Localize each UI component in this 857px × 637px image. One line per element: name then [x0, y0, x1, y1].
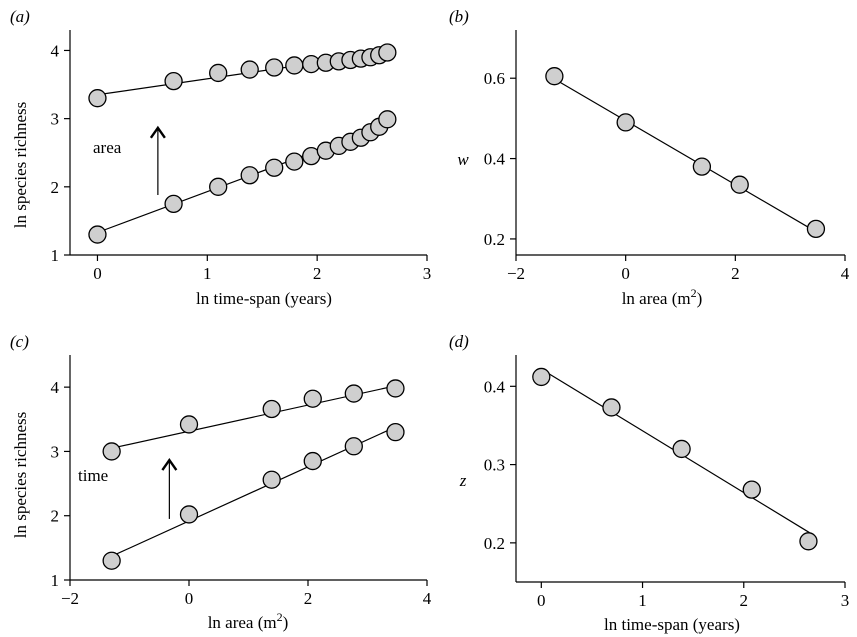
- data-point-d: [799, 532, 818, 551]
- y-tick-label-d: 0.2: [484, 534, 505, 553]
- data-point-c: [386, 422, 405, 442]
- data-point-c: [179, 415, 199, 434]
- x-tick-label-c: 4: [423, 589, 432, 608]
- x-tick-label-d: 3: [841, 591, 850, 610]
- data-point-a: [164, 194, 183, 214]
- data-point-a: [378, 110, 397, 129]
- x-axis-label-c: ln area (m2): [208, 610, 289, 632]
- y-tick-label-b: 0.2: [484, 230, 505, 249]
- x-tick-label-b: 0: [621, 264, 630, 283]
- data-point-a: [164, 71, 183, 91]
- panel-a: (a) ln species richness ln time-span (ye…: [10, 7, 431, 308]
- x-axis-label-d: ln time-span (years): [604, 615, 740, 634]
- data-point-a: [209, 177, 228, 196]
- panel-d: (d) z ln time-span (years) 0 1 2 3 0.2 0.3 0.4: [449, 332, 849, 634]
- arrow-head-a: [149, 125, 166, 139]
- data-point-b: [730, 175, 749, 194]
- y-tick-label-c: 1: [51, 571, 60, 590]
- data-point-b: [692, 157, 712, 176]
- x-axis-label-b-main: ln area (m: [622, 289, 691, 308]
- x-tick-label-b: 4: [841, 264, 850, 283]
- data-point-c: [344, 384, 363, 403]
- x-tick-label-a: 2: [313, 264, 322, 283]
- area-annotation: area: [93, 138, 122, 157]
- x-tick-label-a: 3: [423, 264, 432, 283]
- data-point-c: [102, 551, 121, 570]
- data-point-c: [262, 470, 281, 489]
- y-axis-label-b: w: [457, 150, 469, 169]
- panel-label-b: (b): [449, 7, 469, 26]
- panel-label-d: (d): [449, 332, 469, 351]
- x-axis-label-b-end: ): [697, 289, 703, 308]
- x-tick-label-d: 0: [537, 591, 546, 610]
- x-tick-label-b: −2: [507, 264, 525, 283]
- y-tick-label-d: 0.4: [484, 377, 506, 396]
- arrow-head-c: [161, 457, 178, 471]
- y-tick-label-a: 1: [51, 246, 60, 265]
- data-point-c: [344, 437, 363, 456]
- data-point-a: [265, 58, 284, 77]
- data-point-b: [616, 113, 635, 132]
- x-tick-label-c: −2: [61, 589, 79, 608]
- y-tick-label-c: 2: [51, 507, 60, 526]
- x-tick-label-a: 0: [93, 264, 102, 283]
- x-tick-label-c: 2: [304, 589, 313, 608]
- y-tick-label-b: 0.6: [484, 69, 505, 88]
- x-tick-label-d: 1: [638, 591, 647, 610]
- y-axis-label-d: z: [459, 471, 467, 490]
- data-point-a: [88, 89, 107, 108]
- y-tick-label-d: 0.3: [484, 456, 505, 475]
- data-point-c: [102, 442, 121, 461]
- data-point-a: [285, 152, 304, 171]
- x-tick-label-c: 0: [185, 589, 194, 608]
- data-point-d: [742, 480, 761, 499]
- x-axis-label-c-sup: 2: [277, 610, 283, 624]
- data-point-c: [179, 505, 199, 524]
- time-annotation: time: [78, 466, 108, 485]
- y-tick-label-c: 3: [51, 442, 60, 461]
- data-point-a: [378, 43, 397, 62]
- data-point-c: [386, 379, 405, 398]
- data-point-b: [806, 219, 826, 239]
- y-tick-label-c: 4: [51, 378, 60, 397]
- y-axis-label-a: ln species richness: [11, 102, 30, 229]
- data-point-a: [285, 56, 304, 75]
- x-axis-label-c-end: ): [283, 613, 289, 632]
- y-tick-label-a: 4: [51, 41, 60, 60]
- data-point-a: [88, 225, 107, 244]
- panel-c: (c) ln species richness ln area (m2) tim…: [10, 332, 432, 632]
- data-point-d: [602, 398, 621, 417]
- data-point-b: [545, 67, 564, 86]
- y-tick-label-a: 2: [51, 178, 60, 197]
- x-axis-label-c-main: ln area (m: [208, 613, 277, 632]
- data-point-c: [303, 389, 322, 408]
- data-point-a: [265, 158, 284, 177]
- panel-label-c: (c): [10, 332, 29, 351]
- data-point-d: [532, 367, 551, 387]
- x-tick-label-b: 2: [731, 264, 740, 283]
- data-point-a: [240, 166, 259, 185]
- x-axis-label-a: ln time-span (years): [196, 289, 332, 308]
- data-point-a: [240, 60, 259, 79]
- fit-line-b: [554, 78, 817, 233]
- panel-b: (b) w ln area (m2) −2 0 2 40.20.40.6: [449, 7, 850, 308]
- data-point-c: [303, 451, 322, 471]
- data-point-a: [209, 63, 228, 83]
- y-tick-label-b: 0.4: [484, 150, 506, 169]
- x-axis-label-b: ln area (m2): [622, 286, 703, 308]
- x-tick-label-a: 1: [203, 264, 212, 283]
- panel-label-a: (a): [10, 7, 30, 26]
- y-axis-label-c: ln species richness: [11, 412, 30, 539]
- data-point-c: [262, 399, 281, 419]
- data-point-d: [672, 439, 691, 459]
- x-axis-label-b-sup: 2: [691, 286, 697, 300]
- x-tick-label-d: 2: [740, 591, 749, 610]
- y-tick-label-a: 3: [51, 110, 60, 129]
